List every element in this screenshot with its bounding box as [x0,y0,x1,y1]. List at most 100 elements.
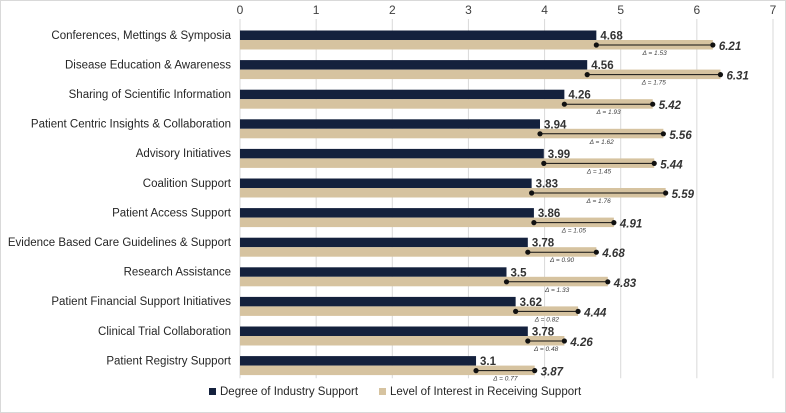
category-label: Advisory Initiatives [136,148,231,160]
category-label: Clinical Trial Collaboration [98,326,231,338]
bar-interest-receiving [240,217,614,228]
category-label: Conferences, Mettings & Symposia [51,30,231,42]
category-label: Patient Registry Support [106,355,231,367]
value-label-industry: 3.83 [536,179,558,191]
gap-marker-interest [605,279,611,285]
bar-industry-support [240,326,528,336]
value-label-interest: 5.59 [672,189,695,201]
delta-label: Δ = 1.45 [586,168,612,175]
delta-label: Δ = 0.82 [534,316,560,323]
x-tick-label: 5 [617,3,624,17]
gap-marker-interest [651,160,657,166]
gap-marker-interest [593,249,599,255]
gap-marker-interest [717,72,724,78]
value-label-interest: 3.87 [541,367,564,379]
bar-industry-support [240,237,528,248]
delta-label: Δ = 0.90 [549,257,575,264]
category-label: Patient Access Support [112,207,232,219]
value-label-interest: 4.44 [583,307,607,319]
value-label-interest: 5.44 [660,159,683,171]
bar-interest-receiving [240,158,655,168]
value-label-industry: 3.94 [544,119,567,131]
value-label-industry: 3.78 [532,238,555,250]
value-label-interest: 5.56 [669,130,692,142]
bar-interest-receiving [240,99,653,109]
gap-marker-industry [593,42,599,48]
category-label: Patient Financial Support Initiatives [51,296,231,308]
category-label: Patient Centric Insights & Collaboration [31,119,231,131]
value-label-interest: 4.91 [619,219,642,231]
gap-marker-industry [503,279,510,285]
x-tick-label: 6 [694,3,701,17]
x-tick-label: 1 [313,3,320,17]
category-label: Research Assistance [124,267,231,279]
category-label: Coalition Support [143,178,232,190]
bar-industry-support [240,208,534,218]
bar-industry-support [240,296,516,307]
value-label-interest: 6.31 [726,71,748,83]
delta-label: Δ = 1.75 [641,80,667,87]
delta-label: Δ = 1.76 [586,198,612,205]
gap-marker-interest [660,131,666,137]
gap-marker-industry [537,131,543,137]
gap-marker-industry [513,308,519,314]
gap-marker-industry [541,160,547,166]
value-label-interest: 5.42 [659,100,682,112]
x-tick-label: 2 [389,3,396,17]
category-label: Sharing of Scientific Information [69,89,231,101]
delta-label: Δ = 1.05 [561,228,587,235]
x-tick-label: 4 [541,3,548,17]
gap-marker-industry [525,338,531,344]
category-label: Disease Education & Awareness [65,59,231,71]
category-label: Evidence Based Care Guidelines & Support [8,237,232,249]
bar-interest-receiving [240,69,721,80]
gap-marker-interest [532,368,538,374]
value-label-interest: 4.83 [613,278,637,290]
legend-label-industry: Degree of Industry Support [220,386,359,398]
x-tick-label: 3 [465,3,472,17]
value-label-industry: 3.99 [548,149,570,161]
bar-interest-receiving [240,276,608,287]
value-label-industry: 3.1 [480,356,497,368]
bar-industry-support [240,60,588,70]
delta-label: Δ = 1.53 [642,50,668,57]
value-label-industry: 4.68 [600,31,623,43]
value-label-industry: 3.62 [520,297,542,309]
bar-industry-support [240,178,532,188]
gap-marker-interest [611,220,617,226]
gap-marker-industry [584,72,590,78]
bar-interest-receiving [240,306,579,316]
bar-interest-receiving [240,336,565,346]
gap-marker-industry [529,190,535,196]
bar-industry-support [240,356,477,366]
bar-interest-receiving [240,128,664,139]
delta-label: Δ = 0.48 [533,346,559,353]
value-label-interest: 4.68 [601,248,625,260]
bar-industry-support [240,30,597,40]
bar-industry-support [240,89,565,100]
value-label-interest: 6.21 [719,41,741,53]
delta-label: Δ = 1.62 [589,139,615,146]
value-label-industry: 4.56 [591,60,613,72]
delta-label: Δ = 1.33 [544,287,570,294]
gap-marker-interest [650,101,656,107]
legend-label-interest: Level of Interest in Receiving Support [390,386,582,398]
legend-swatch-industry [209,388,216,395]
gap-marker-industry [525,249,531,255]
x-tick-label: 7 [770,3,777,17]
bar-interest-receiving [240,365,535,376]
bar-industry-support [240,119,541,129]
gap-marker-interest [710,42,716,48]
value-label-industry: 3.86 [538,208,560,220]
value-label-industry: 3.78 [532,327,555,339]
bar-interest-receiving [240,188,666,198]
value-label-interest: 4.26 [569,337,593,349]
delta-label: Δ = 1.93 [595,109,621,116]
value-label-industry: 4.26 [568,90,590,102]
delta-label: Δ = 0.77 [492,376,518,383]
gap-marker-interest [575,308,581,314]
x-tick-label: 0 [237,3,244,17]
gap-marker-interest [561,338,567,344]
